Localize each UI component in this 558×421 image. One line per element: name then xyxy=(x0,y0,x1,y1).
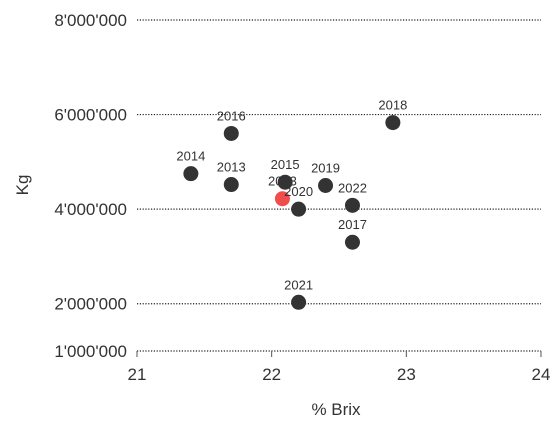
data-point xyxy=(344,234,360,250)
data-label: 2023 xyxy=(268,174,297,189)
data-label: 2018 xyxy=(378,98,407,113)
data-label: 2020 xyxy=(284,184,313,199)
data-label: 2017 xyxy=(338,217,367,232)
data-point xyxy=(385,115,401,131)
data-label: 2021 xyxy=(284,277,313,292)
y-tick-label: 2'000'000 xyxy=(54,295,127,314)
data-point xyxy=(274,191,290,207)
data-point xyxy=(223,177,239,193)
data-label: 2022 xyxy=(338,180,367,195)
x-axis-title: % Brix xyxy=(311,400,361,419)
y-tick-label: 8'000'000 xyxy=(54,11,127,30)
data-label: 2014 xyxy=(176,149,205,164)
data-label: 2019 xyxy=(311,161,340,176)
data-label: 2013 xyxy=(217,160,246,175)
data-points xyxy=(183,115,401,310)
x-tick-label: 21 xyxy=(128,365,147,384)
y-tick-label: 4'000'000 xyxy=(54,200,127,219)
grid-lines xyxy=(137,19,541,352)
data-point xyxy=(291,294,307,310)
data-point xyxy=(183,166,199,182)
axes: 1'000'000 2'000'000 4'000'000 6'000'000 8'00… xyxy=(54,11,550,384)
y-tick-label: 1'000'000 xyxy=(54,342,127,361)
data-point xyxy=(277,174,293,190)
data-label: 2016 xyxy=(217,108,246,123)
data-point xyxy=(318,178,334,193)
data-point xyxy=(291,201,307,217)
x-tick-label: 24 xyxy=(532,365,551,384)
x-tick-label: 23 xyxy=(397,365,416,384)
data-label: 2015 xyxy=(271,157,300,172)
data-point xyxy=(344,197,360,213)
y-tick-label: 6'000'000 xyxy=(54,106,127,125)
data-point xyxy=(223,125,239,141)
x-tick-label: 22 xyxy=(262,365,281,384)
y-axis-title: Kg xyxy=(13,175,32,196)
